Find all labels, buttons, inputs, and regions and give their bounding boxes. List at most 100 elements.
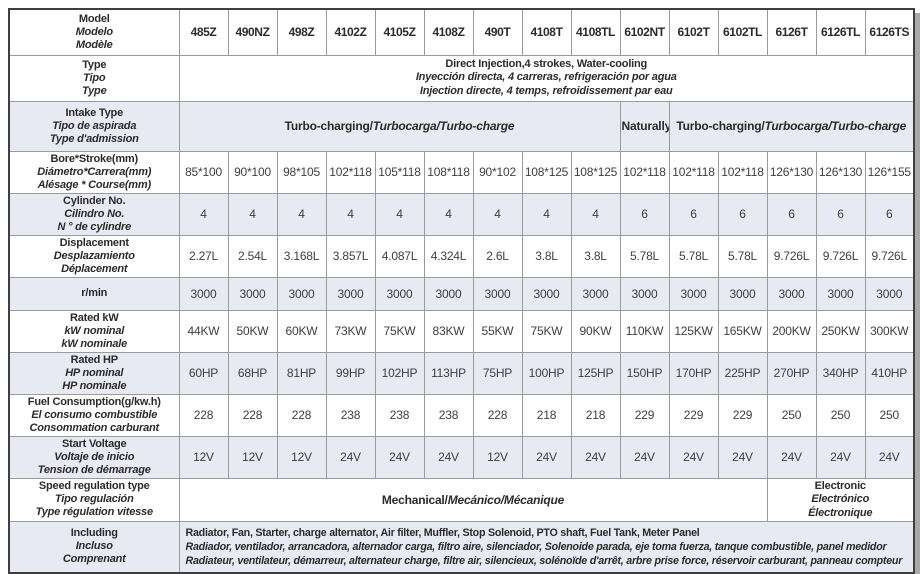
label-cylinder-fr: N ° de cylindre — [57, 220, 132, 233]
label-rated-kw-fr: kW nominale — [61, 337, 128, 350]
value-cell: 4 — [178, 192, 229, 236]
value-cell: 125KW — [668, 309, 719, 353]
label-displacement-en: Displacement — [59, 236, 129, 249]
value-cell: 110KW — [619, 309, 670, 353]
value-cell: 5.78L — [717, 234, 768, 278]
label-intake-es: Tipo de aspirada — [52, 119, 137, 132]
value-cell: 83KW — [423, 309, 474, 353]
row-label-intake: Intake Type Tipo de aspirada Type d'admi… — [8, 100, 180, 152]
engine-spec-sheet: Model Modelo Modèle 485Z 490NZ 498Z 4102Z 41… — [8, 8, 915, 574]
value-cell: 200KW — [766, 309, 817, 353]
value-cell: 24V — [325, 435, 376, 479]
value-cell: 490NZ — [227, 8, 278, 56]
value-cell: 4 — [374, 192, 425, 236]
row-bore-stroke: Bore*Stroke(mm) Diámetro*Carrera(mm) Alé… — [8, 150, 915, 194]
value-cell: 108*118 — [423, 150, 474, 194]
value-cell: 102HP — [374, 351, 425, 395]
value-cell: 90KW — [570, 309, 621, 353]
value-cell: 102*118 — [619, 150, 670, 194]
speed-mechanical-cell: Mechanical/Mecánico/Mécanique — [178, 477, 768, 522]
intake-turbo-right-cell: Turbo-charging/Turbocarga/Turbo-charge — [668, 100, 915, 152]
value-cell: 6126TL — [815, 8, 866, 56]
intake-naturally-cell: Naturally — [619, 100, 670, 152]
value-cell: 3000 — [325, 276, 376, 311]
value-cell: 5.78L — [668, 234, 719, 278]
value-cell: 4 — [521, 192, 572, 236]
intake-turbo-left-en: Turbo-charging/ — [284, 119, 373, 133]
row-rmin: r/min 3000 3000 3000 3000 3000 3000 3000 3000 30… — [8, 276, 915, 311]
value-cell: 2.27L — [178, 234, 229, 278]
value-cell: 24V — [570, 435, 621, 479]
value-cell: 126*130 — [815, 150, 866, 194]
value-cell: 75KW — [521, 309, 572, 353]
value-cell: 24V — [717, 435, 768, 479]
label-rated-hp-en: Rated HP — [70, 353, 119, 366]
label-type-es: Tipo — [83, 71, 106, 84]
value-cell: 250 — [815, 393, 866, 437]
value-cell: 9.726L — [766, 234, 817, 278]
value-cell: 4108TL — [570, 8, 621, 56]
value-cell: 4105Z — [374, 8, 425, 56]
value-cell: 6102TL — [717, 8, 768, 56]
value-cell: 300KW — [864, 309, 915, 353]
value-cell: 55KW — [472, 309, 523, 353]
value-cell: 229 — [717, 393, 768, 437]
value-cell: 75HP — [472, 351, 523, 395]
value-cell: 12V — [276, 435, 327, 479]
value-cell: 238 — [423, 393, 474, 437]
including-value-cell: Radiator, Fan, Starter, charge alternato… — [178, 521, 915, 573]
value-cell: 12V — [472, 435, 523, 479]
label-rated-hp-fr: HP nominale — [62, 379, 127, 392]
type-value-fr: Injection directe, 4 temps, refroidissem… — [419, 84, 673, 97]
row-speed-regulation: Speed regulation type Tipo regulación Ty… — [8, 477, 915, 522]
value-cell: 81HP — [276, 351, 327, 395]
label-including-es: Incluso — [75, 540, 113, 553]
row-model: Model Modelo Modèle 485Z 490NZ 498Z 4102Z 41… — [8, 8, 915, 56]
value-cell: 6102NT — [619, 8, 670, 56]
value-cell: 4.087L — [374, 234, 425, 278]
label-displacement-es: Desplazamiento — [53, 249, 135, 262]
value-cell: 4 — [472, 192, 523, 236]
value-cell: 24V — [423, 435, 474, 479]
label-bore-es: Diámetro*Carrera(mm) — [37, 165, 152, 178]
value-cell: 3000 — [766, 276, 817, 311]
value-cell: 250 — [864, 393, 915, 437]
value-cell: 238 — [325, 393, 376, 437]
value-cell: 90*102 — [472, 150, 523, 194]
value-cell: 3000 — [717, 276, 768, 311]
value-cell: 485Z — [178, 8, 229, 56]
value-cell: 3.857L — [325, 234, 376, 278]
intake-turbo-left-cell: Turbo-charging/Turbocarga/Turbo-charge — [178, 100, 621, 152]
row-label-fuel: Fuel Consumption(g/kw.h) El consumo comb… — [8, 393, 180, 437]
value-cell: 6126TS — [864, 8, 915, 56]
value-cell: 3000 — [178, 276, 229, 311]
label-rated-kw-es: kW nominal — [64, 324, 125, 337]
value-cell: 225HP — [717, 351, 768, 395]
value-cell: 24V — [815, 435, 866, 479]
engine-spec-table: Model Modelo Modèle 485Z 490NZ 498Z 4102Z 41… — [8, 8, 915, 574]
value-cell: 3.8L — [570, 234, 621, 278]
label-fuel-fr: Consommation carburant — [29, 421, 160, 434]
value-cell: 3000 — [472, 276, 523, 311]
value-cell: 102*118 — [325, 150, 376, 194]
value-cell: 24V — [766, 435, 817, 479]
label-bore-fr: Alésage * Course(mm) — [37, 178, 152, 191]
value-cell: 12V — [227, 435, 278, 479]
value-cell: 98*105 — [276, 150, 327, 194]
type-value-es: Inyección directa, 4 carreras, refrigera… — [415, 71, 677, 84]
value-cell: 3000 — [423, 276, 474, 311]
value-cell: 90*100 — [227, 150, 278, 194]
value-cell: 3000 — [276, 276, 327, 311]
intake-turbo-right-rest: Turbocarga/Turbo-charge — [764, 119, 907, 133]
row-label-including: Including Incluso Comprenant — [8, 521, 180, 573]
value-cell: 6102T — [668, 8, 719, 56]
value-cell: 4.324L — [423, 234, 474, 278]
value-cell: 3.8L — [521, 234, 572, 278]
value-cell: 3000 — [570, 276, 621, 311]
label-voltage-en: Start Voltage — [62, 437, 127, 450]
label-model-es: Modelo — [75, 25, 113, 38]
value-cell: 24V — [864, 435, 915, 479]
row-label-voltage: Start Voltage Voltaje de inicio Tension … — [8, 435, 180, 479]
label-rated-kw-en: Rated kW — [69, 311, 119, 324]
value-cell: 9.726L — [864, 234, 915, 278]
